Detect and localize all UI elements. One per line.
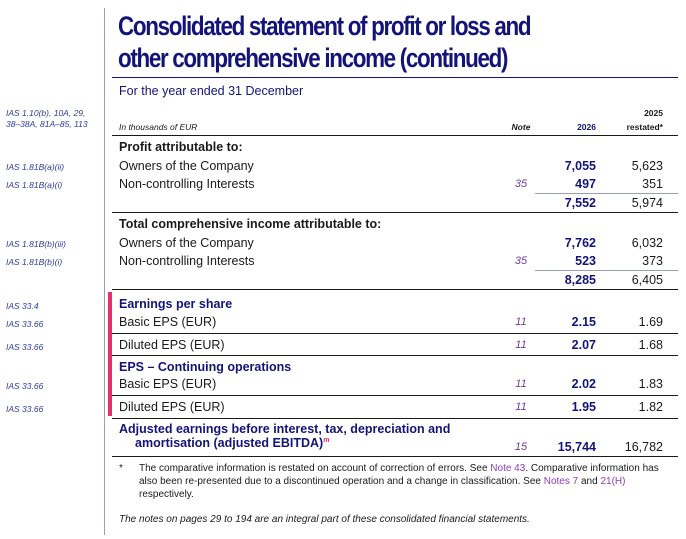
notes-7-link[interactable]: Notes 7 bbox=[543, 476, 579, 487]
ias-ref: IAS 33.66 bbox=[6, 404, 44, 414]
units-label: In thousands of EUR bbox=[119, 122, 198, 132]
title-line-2: other comprehensive income (continued) bbox=[118, 43, 508, 73]
note-ref: 35 bbox=[514, 255, 528, 267]
value-2026: 2.15 bbox=[571, 315, 596, 329]
value-2026: 15,744 bbox=[557, 440, 596, 454]
value-2026: 7,762 bbox=[564, 236, 596, 250]
note-43-link[interactable]: Note 43 bbox=[490, 463, 526, 474]
note-ref: 11 bbox=[515, 339, 527, 351]
note-ref: 35 bbox=[514, 178, 528, 190]
value-2026: 2.02 bbox=[571, 377, 596, 391]
ebitda-label: Adjusted earnings before interest, tax, … bbox=[119, 422, 451, 450]
year-current-header: 2026 bbox=[577, 122, 596, 132]
section-rule bbox=[112, 456, 678, 457]
value-2025: 373 bbox=[642, 254, 663, 268]
value-2025: 1.82 bbox=[638, 400, 663, 414]
value-2025: 1.83 bbox=[638, 377, 663, 391]
note-ref: 11 bbox=[515, 378, 527, 390]
note-ref: 11 bbox=[515, 401, 527, 413]
ias-ref: IAS 33.66 bbox=[6, 319, 44, 329]
row-label: Owners of the Company bbox=[119, 159, 254, 173]
header-rule bbox=[112, 135, 678, 136]
row-label: Basic EPS (EUR) bbox=[119, 315, 217, 329]
value-2026: 497 bbox=[575, 177, 596, 191]
value-2025: 1.68 bbox=[638, 338, 663, 352]
ias-ref: IAS 33.66 bbox=[6, 342, 44, 352]
note-ref: 11 bbox=[515, 316, 527, 328]
page-title: Consolidated statement of profit or loss… bbox=[118, 10, 583, 74]
value-2025: 1.69 bbox=[638, 315, 663, 329]
period-subtitle: For the year ended 31 December bbox=[119, 84, 304, 98]
value-2026: 1.95 bbox=[571, 400, 596, 414]
ias-ref: IAS 1.81B(b)(iii) bbox=[6, 239, 66, 249]
row-label: Basic EPS (EUR) bbox=[119, 377, 217, 391]
row-rule bbox=[112, 395, 678, 396]
value-2025: 5,623 bbox=[631, 159, 663, 173]
statements-footer-note: The notes on pages 29 to 194 are an inte… bbox=[119, 514, 530, 525]
value-2025: 6,032 bbox=[631, 236, 663, 250]
profit-heading: Profit attributable to: bbox=[119, 140, 243, 154]
value-2026: 7,055 bbox=[564, 159, 596, 173]
section-rule bbox=[112, 289, 678, 290]
row-rule bbox=[112, 355, 678, 356]
row-rule bbox=[112, 333, 678, 334]
ebitda-footnote-marker: m bbox=[323, 436, 330, 444]
ias-ref: IAS 1.81B(a)(ii) bbox=[6, 162, 65, 172]
note-column-header: Note bbox=[511, 122, 531, 132]
value-2025: 16,782 bbox=[624, 440, 663, 454]
eps-heading: Earnings per share bbox=[119, 297, 233, 311]
title-line-1: Consolidated statement of profit or loss… bbox=[118, 11, 532, 41]
eps-continuing-heading: EPS – Continuing operations bbox=[119, 360, 292, 374]
section-rule bbox=[112, 418, 678, 419]
note-ref: 15 bbox=[514, 441, 528, 453]
value-2025: 351 bbox=[642, 177, 663, 191]
total-2026: 7,552 bbox=[564, 196, 596, 210]
row-label: Owners of the Company bbox=[119, 236, 254, 250]
value-2026: 523 bbox=[575, 254, 596, 268]
ias-ref: IAS 1.81B(a)(i) bbox=[6, 180, 63, 190]
ias-ref-header: IAS 1.10(b), 10A, 29, 38–38A, 81A–85, 11… bbox=[6, 108, 88, 129]
row-label: Non-controlling Interests bbox=[119, 254, 255, 268]
ias-ref: IAS 1.81B(b)(i) bbox=[6, 257, 63, 267]
subtotal-rule bbox=[535, 270, 678, 271]
total-2025: 5,974 bbox=[631, 196, 663, 210]
row-label: Non-controlling Interests bbox=[119, 177, 255, 191]
title-rule bbox=[112, 77, 678, 78]
note-21h-link[interactable]: 21(H) bbox=[600, 476, 626, 487]
restatement-footnote: * The comparative information is restate… bbox=[119, 463, 659, 500]
left-margin-rule bbox=[104, 8, 105, 535]
section-rule bbox=[112, 212, 678, 213]
eps-accent-bar bbox=[108, 292, 112, 416]
tci-heading: Total comprehensive income attributable … bbox=[119, 217, 382, 231]
row-label: Diluted EPS (EUR) bbox=[119, 400, 225, 414]
total-2026: 8,285 bbox=[564, 273, 596, 287]
year-prior-restated: restated* bbox=[626, 122, 663, 132]
value-2026: 2.07 bbox=[571, 338, 596, 352]
year-prior-header: 2025 bbox=[644, 108, 663, 118]
row-label: Diluted EPS (EUR) bbox=[119, 338, 225, 352]
subtotal-rule bbox=[535, 193, 678, 194]
ias-ref: IAS 33.66 bbox=[6, 381, 44, 391]
total-2025: 6,405 bbox=[631, 273, 663, 287]
ias-ref: IAS 33.4 bbox=[6, 301, 39, 311]
